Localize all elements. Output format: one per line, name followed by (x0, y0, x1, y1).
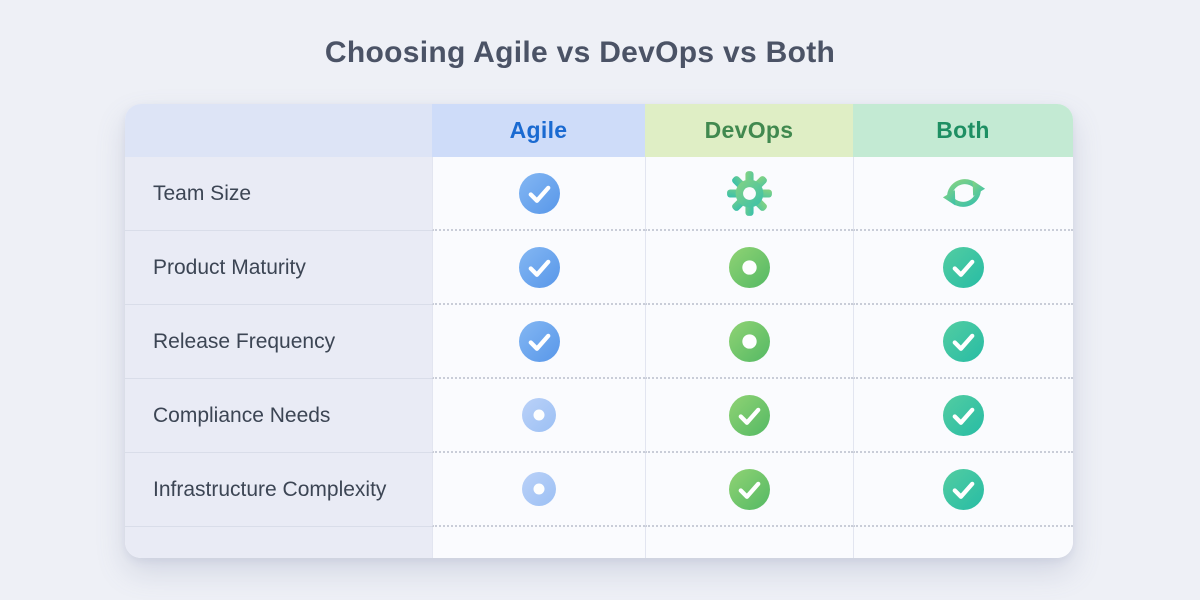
row-label-compliance-needs: Compliance Needs (125, 379, 432, 453)
footer-cell-devops (645, 527, 853, 558)
check-circle-icon (729, 394, 770, 436)
comparison-table: Agile DevOps Both Team Size (125, 104, 1073, 558)
cell-infrastructure-complexity-agile (432, 453, 645, 527)
footer-cell-agile (432, 527, 645, 558)
cell-release-frequency-agile (432, 305, 645, 379)
footer-label-column (125, 527, 432, 558)
dot-circle-icon (729, 320, 770, 362)
header-corner-cell (125, 104, 432, 157)
row-label-infrastructure-complexity: Infrastructure Complexity (125, 453, 432, 527)
check-circle-icon (729, 468, 770, 510)
cell-team-size-agile (432, 157, 645, 231)
column-header-devops: DevOps (645, 104, 853, 157)
row-label-text: Compliance Needs (153, 403, 331, 427)
check-circle-icon (943, 468, 984, 510)
check-circle-icon (943, 320, 984, 362)
check-circle-icon (518, 320, 560, 362)
sync-arrows-icon (942, 179, 985, 207)
dot-circle-icon (522, 398, 556, 432)
column-header-label: Agile (509, 117, 568, 143)
row-label-text: Team Size (153, 181, 252, 205)
column-header-both: Both (853, 104, 1073, 157)
cell-infrastructure-complexity-devops (645, 453, 853, 527)
check-circle-icon (518, 246, 560, 288)
row-label-product-maturity: Product Maturity (125, 231, 432, 305)
row-label-text: Product Maturity (153, 255, 306, 279)
row-label-text: Infrastructure Complexity (153, 477, 387, 501)
cell-product-maturity-agile (432, 231, 645, 305)
check-circle-icon (518, 172, 560, 214)
cell-release-frequency-devops (645, 305, 853, 379)
footer-cell-both (853, 527, 1073, 558)
dot-circle-icon (522, 472, 556, 506)
cell-compliance-needs-devops (645, 379, 853, 453)
cell-product-maturity-devops (645, 231, 853, 305)
row-label-team-size: Team Size (125, 157, 432, 231)
cell-team-size-both (853, 157, 1073, 231)
column-header-label: DevOps (704, 117, 794, 143)
cell-team-size-devops (645, 157, 853, 231)
cell-infrastructure-complexity-both (853, 453, 1073, 527)
row-label-text: Release Frequency (153, 329, 336, 353)
cell-release-frequency-both (853, 305, 1073, 379)
check-circle-icon (943, 394, 984, 436)
cell-product-maturity-both (853, 231, 1073, 305)
dot-circle-icon (729, 246, 770, 288)
column-header-agile: Agile (432, 104, 645, 157)
column-header-label: Both (936, 117, 990, 143)
cell-compliance-needs-agile (432, 379, 645, 453)
row-label-release-frequency: Release Frequency (125, 305, 432, 379)
comparison-table-card: Agile DevOps Both Team Size (125, 104, 1073, 558)
page-title: Choosing Agile vs DevOps vs Both (324, 36, 836, 69)
check-circle-icon (943, 246, 984, 288)
cell-compliance-needs-both (853, 379, 1073, 453)
gear-icon (727, 170, 772, 216)
